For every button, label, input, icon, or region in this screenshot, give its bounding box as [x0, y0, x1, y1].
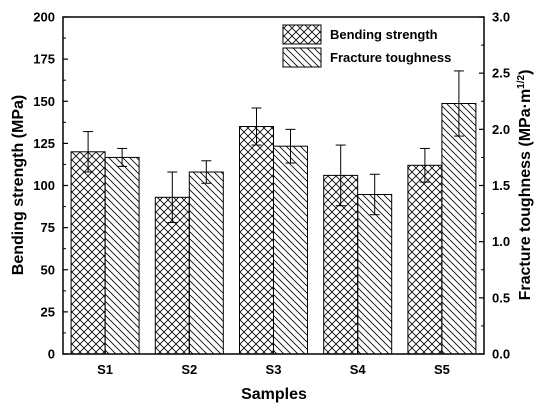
bar-bending-s5: [407, 164, 443, 355]
legend-swatch-bending: [282, 24, 322, 45]
x-tick-label: S3: [266, 362, 282, 377]
y2-tick-label: 0.5: [492, 290, 510, 305]
y-tick-label: 100: [33, 178, 55, 193]
bar-fracture-s5: [441, 102, 477, 355]
y2-tick-label: 1.5: [492, 178, 510, 193]
y-axis-title: Bending strength (MPa): [10, 95, 27, 275]
y-tick-label: 0: [48, 347, 55, 362]
bar-fracture-s3: [273, 145, 308, 355]
legend: Bending strength Fracture toughness: [282, 24, 451, 68]
y2-axis-title: Fracture toughness (MPa·m1/2): [516, 70, 534, 301]
bar-bending-s3: [239, 126, 274, 355]
y2-tick-label: 1.0: [492, 234, 510, 249]
x-tick-label: S2: [181, 362, 197, 377]
y2-tick-label: 2.5: [492, 66, 510, 81]
x-tick-label: S1: [97, 362, 113, 377]
y-tick-label: 150: [33, 94, 55, 109]
y-tick-label: 200: [33, 10, 55, 25]
bar-bending-s2: [154, 196, 190, 355]
y-tick-label: 175: [33, 52, 55, 67]
y-tick-label: 75: [41, 220, 55, 235]
y2-tick-label: 3.0: [492, 10, 510, 25]
x-tick-label: S5: [434, 362, 450, 377]
bar-fracture-s4: [357, 193, 393, 355]
x-tick-label: S4: [350, 362, 367, 377]
legend-label-bending: Bending strength: [330, 27, 438, 42]
legend-label-fracture: Fracture toughness: [330, 50, 451, 65]
y2-tick-label: 0.0: [492, 347, 510, 362]
bar-fracture-s2: [188, 171, 224, 355]
y-tick-label: 50: [41, 262, 55, 277]
x-axis-title: Samples: [241, 386, 307, 403]
y-tick-label: 125: [33, 136, 55, 151]
y2-tick-label: 2.0: [492, 122, 510, 137]
legend-swatch-fracture: [282, 47, 322, 68]
bar-bending-s1: [70, 151, 106, 355]
bar-fracture-s1: [104, 156, 140, 355]
y-tick-label: 25: [41, 304, 55, 319]
